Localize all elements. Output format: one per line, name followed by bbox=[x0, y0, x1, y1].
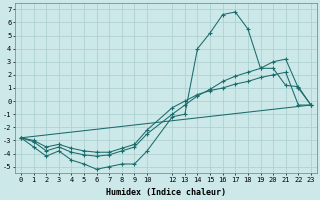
X-axis label: Humidex (Indice chaleur): Humidex (Indice chaleur) bbox=[106, 188, 226, 197]
